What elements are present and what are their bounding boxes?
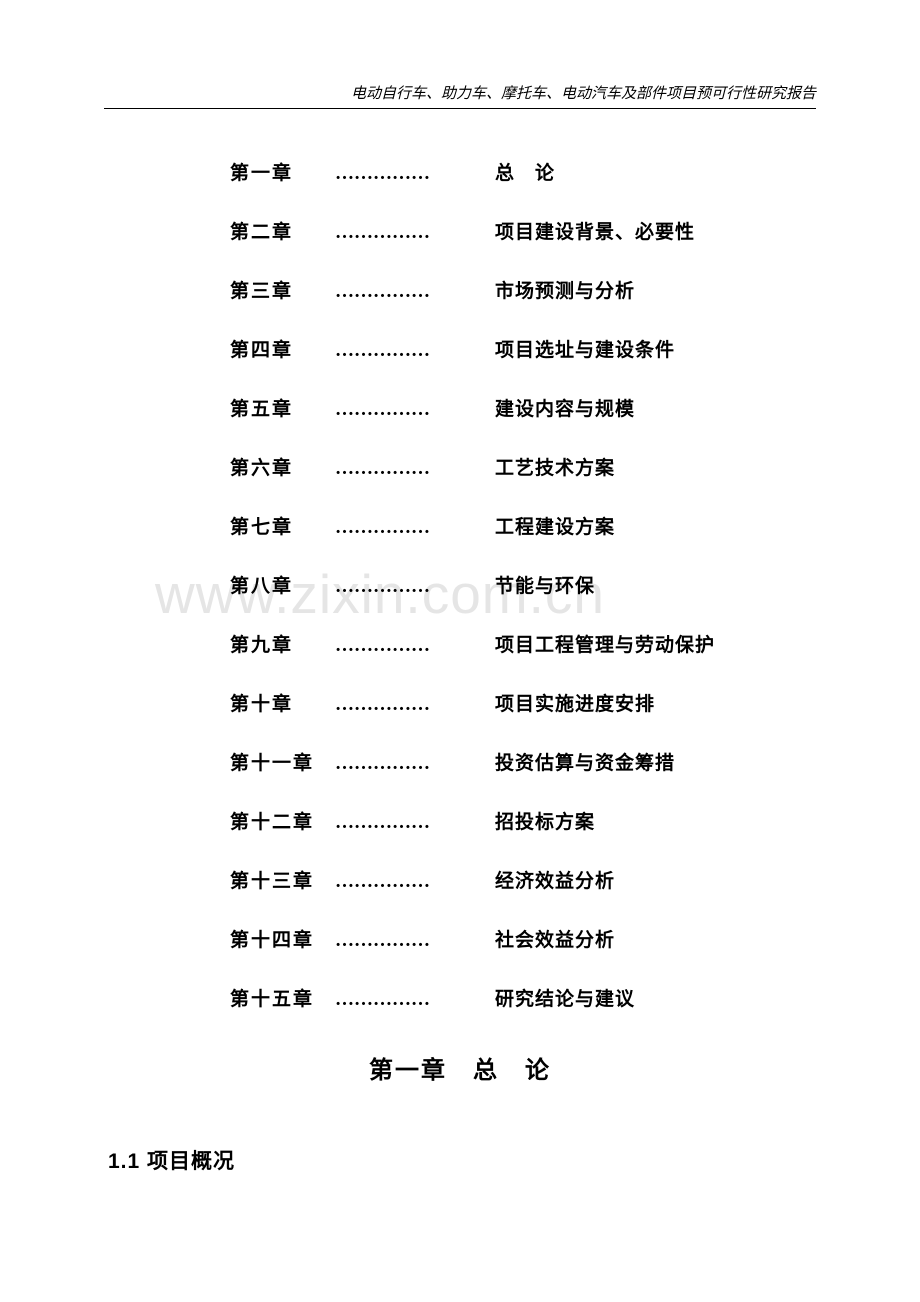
toc-chapter-label: 第七章: [230, 512, 325, 539]
toc-dots: ……………: [325, 399, 485, 421]
toc-row: 第四章 …………… 项目选址与建设条件: [230, 335, 790, 362]
toc-title: 项目选址与建设条件: [485, 335, 675, 362]
toc-row: 第六章 …………… 工艺技术方案: [230, 453, 790, 480]
toc-title: 经济效益分析: [485, 866, 615, 893]
toc-title: 工艺技术方案: [485, 453, 615, 480]
toc-chapter-label: 第八章: [230, 571, 325, 598]
toc-title: 项目建设背景、必要性: [485, 217, 695, 244]
toc-title: 招投标方案: [485, 807, 595, 834]
toc-dots: ……………: [325, 222, 485, 244]
toc-title: 建设内容与规模: [485, 394, 635, 421]
toc-row: 第十四章 …………… 社会效益分析: [230, 925, 790, 952]
page-header: 电动自行车、助力车、摩托车、电动汽车及部件项目预可行性研究报告: [351, 82, 816, 103]
table-of-contents: 第一章 …………… 总 论 第二章 …………… 项目建设背景、必要性 第三章 ……: [230, 158, 790, 1043]
toc-dots: ……………: [325, 281, 485, 303]
toc-dots: ……………: [325, 517, 485, 539]
toc-dots: ……………: [325, 989, 485, 1011]
toc-chapter-label: 第十五章: [230, 984, 325, 1011]
toc-row: 第八章 …………… 节能与环保: [230, 571, 790, 598]
toc-title: 市场预测与分析: [485, 276, 635, 303]
toc-chapter-label: 第十二章: [230, 807, 325, 834]
toc-title: 项目实施进度安排: [485, 689, 655, 716]
toc-title: 投资估算与资金筹措: [485, 748, 675, 775]
toc-chapter-label: 第六章: [230, 453, 325, 480]
toc-dots: ……………: [325, 635, 485, 657]
toc-row: 第十三章 …………… 经济效益分析: [230, 866, 790, 893]
toc-title: 节能与环保: [485, 571, 595, 598]
toc-chapter-label: 第九章: [230, 630, 325, 657]
toc-dots: ……………: [325, 930, 485, 952]
toc-dots: ……………: [325, 163, 485, 185]
toc-title: 社会效益分析: [485, 925, 615, 952]
toc-row: 第十一章 …………… 投资估算与资金筹措: [230, 748, 790, 775]
toc-chapter-label: 第三章: [230, 276, 325, 303]
toc-dots: ……………: [325, 812, 485, 834]
toc-title: 工程建设方案: [485, 512, 615, 539]
toc-chapter-label: 第十四章: [230, 925, 325, 952]
toc-dots: ……………: [325, 753, 485, 775]
toc-dots: ……………: [325, 576, 485, 598]
toc-chapter-label: 第一章: [230, 158, 325, 185]
toc-title: 研究结论与建议: [485, 984, 635, 1011]
toc-row: 第三章 …………… 市场预测与分析: [230, 276, 790, 303]
toc-chapter-label: 第十一章: [230, 748, 325, 775]
toc-row: 第七章 …………… 工程建设方案: [230, 512, 790, 539]
toc-row: 第二章 …………… 项目建设背景、必要性: [230, 217, 790, 244]
toc-row: 第五章 …………… 建设内容与规模: [230, 394, 790, 421]
toc-chapter-label: 第二章: [230, 217, 325, 244]
toc-dots: ……………: [325, 458, 485, 480]
section-heading: 1.1 项目概况: [108, 1145, 235, 1175]
toc-title: 项目工程管理与劳动保护: [485, 630, 715, 657]
toc-row: 第十章 …………… 项目实施进度安排: [230, 689, 790, 716]
toc-chapter-label: 第五章: [230, 394, 325, 421]
header-rule: [104, 108, 816, 109]
toc-dots: ……………: [325, 340, 485, 362]
toc-chapter-label: 第十三章: [230, 866, 325, 893]
toc-dots: ……………: [325, 871, 485, 893]
toc-row: 第十二章 …………… 招投标方案: [230, 807, 790, 834]
chapter-heading: 第一章 总 论: [0, 1050, 920, 1085]
toc-dots: ……………: [325, 694, 485, 716]
toc-title: 总 论: [485, 158, 555, 185]
toc-row: 第一章 …………… 总 论: [230, 158, 790, 185]
toc-chapter-label: 第十章: [230, 689, 325, 716]
toc-chapter-label: 第四章: [230, 335, 325, 362]
toc-row: 第十五章 …………… 研究结论与建议: [230, 984, 790, 1011]
toc-row: 第九章 …………… 项目工程管理与劳动保护: [230, 630, 790, 657]
